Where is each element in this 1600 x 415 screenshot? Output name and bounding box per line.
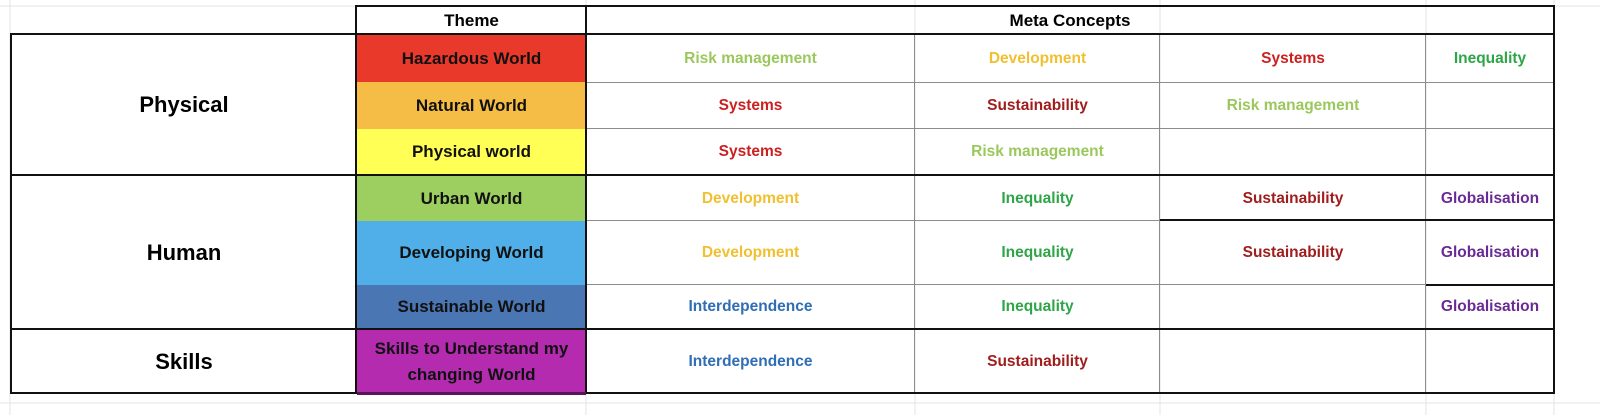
category-human: Human	[146, 239, 222, 265]
concept-cell: Sustainability	[1242, 244, 1344, 261]
concept-cell: Systems	[718, 143, 783, 160]
partial-border	[1426, 284, 1555, 286]
theme-cell-hazardous-world: Hazardous World	[357, 35, 586, 82]
concept-cell: Interdependence	[688, 298, 813, 315]
skills-theme-bottom-accent	[357, 392, 586, 395]
group-border	[10, 174, 1555, 176]
concept-cell	[1426, 82, 1554, 129]
concept-cell	[1426, 129, 1554, 175]
theme-cell-physical-world: Physical world	[357, 129, 586, 175]
concept-cell: Inequality	[1453, 49, 1527, 67]
concept-cell	[1160, 129, 1426, 175]
concept-cell	[1426, 330, 1554, 394]
concept-cell: Globalisation	[1440, 244, 1540, 261]
theme-cell-skills-world: Skills to Understand my changing World	[357, 330, 586, 394]
concept-cell: Development	[701, 244, 800, 261]
theme-cell-sustainable-world: Sustainable World	[357, 285, 586, 329]
theme-cell-developing-world: Developing World	[357, 221, 586, 285]
concept-cell: Risk management	[684, 49, 817, 67]
concept-cell: Globalisation	[1440, 189, 1540, 207]
concept-cell	[1160, 285, 1426, 329]
concept-cell: Risk management	[1226, 96, 1360, 114]
concept-cell: Inequality	[1001, 298, 1074, 315]
concept-cell: Systems	[1261, 49, 1325, 67]
table-bottom-border	[10, 392, 1555, 394]
row-divider	[586, 284, 1426, 285]
col-divider	[914, 35, 915, 394]
group-border	[10, 328, 1555, 330]
concept-cell	[1160, 330, 1426, 394]
concept-cell: Risk management	[971, 143, 1104, 160]
table-top-border	[10, 33, 1555, 35]
header-top-border	[355, 5, 1555, 7]
row-divider	[586, 82, 1554, 83]
col-divider	[1159, 35, 1160, 394]
theme-cell-urban-world: Urban World	[357, 176, 586, 221]
category-skills: Skills	[155, 348, 213, 374]
theme-right-border	[585, 5, 587, 394]
table-left-border	[10, 33, 12, 394]
concept-cell: Development	[988, 49, 1087, 67]
concept-cell: Sustainability	[1242, 189, 1344, 207]
concept-cell: Inequality	[1001, 189, 1074, 207]
col-divider	[1425, 35, 1426, 394]
theme-cell-natural-world: Natural World	[357, 82, 586, 129]
row-divider	[586, 220, 1160, 221]
theme-header: Theme	[444, 10, 499, 30]
row-divider	[586, 128, 1554, 129]
theme-left-border	[355, 5, 357, 394]
concept-cell: Globalisation	[1440, 298, 1540, 315]
concept-cell: Systems	[718, 96, 783, 114]
concept-cell: Development	[701, 189, 800, 207]
concept-cell: Sustainability	[987, 353, 1088, 370]
category-physical: Physical	[139, 92, 229, 117]
concept-cell: Sustainability	[987, 96, 1088, 114]
meta-concepts-header: Meta Concepts	[1009, 10, 1131, 30]
concept-cell: Interdependence	[688, 353, 813, 370]
partial-border	[1160, 219, 1555, 221]
table-right-border	[1553, 5, 1555, 394]
concept-cell: Inequality	[1001, 244, 1074, 261]
